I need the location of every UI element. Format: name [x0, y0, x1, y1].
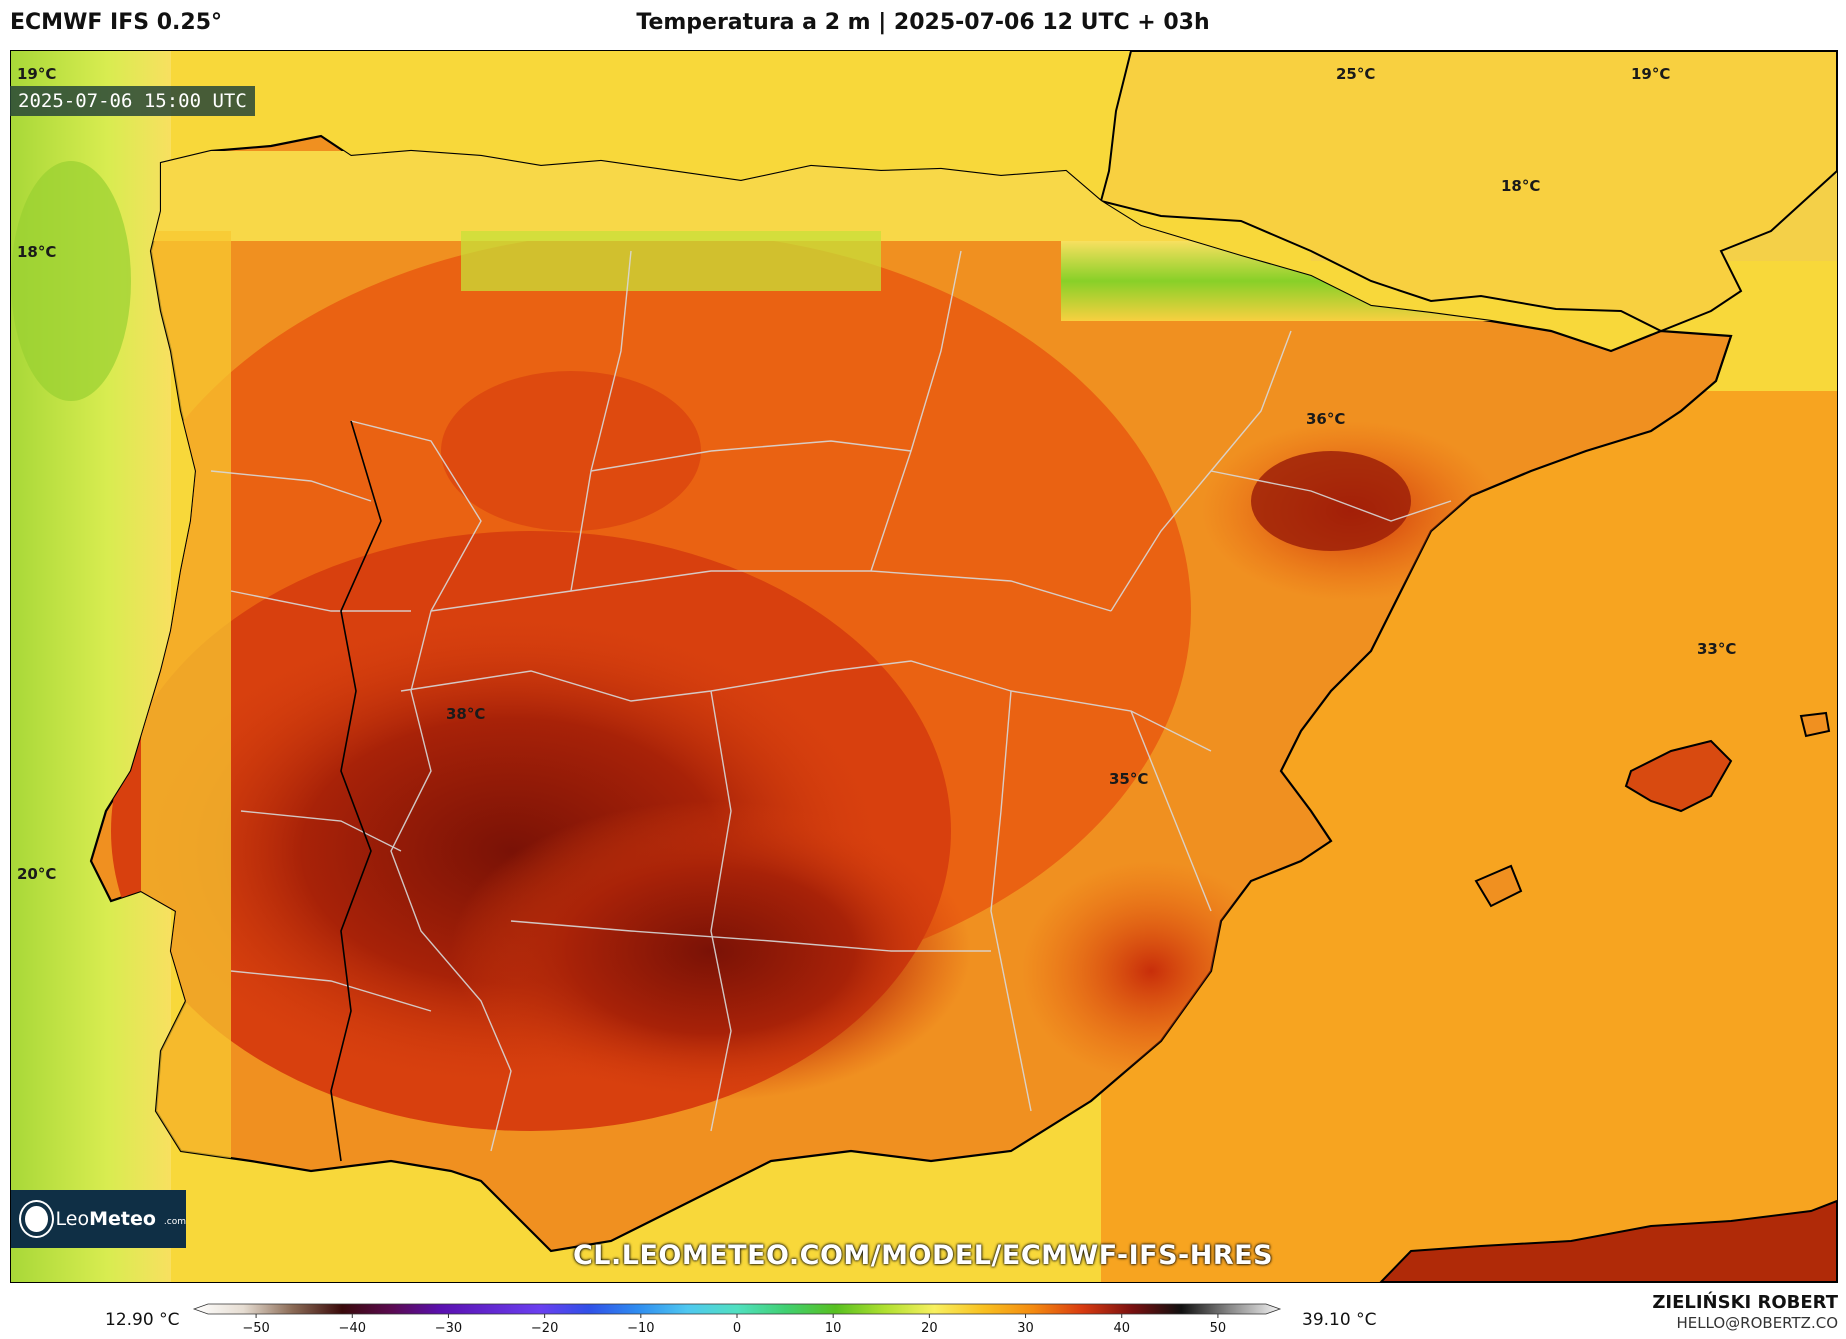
author-email[interactable]: HELLO@ROBERTZ.CO — [1676, 1314, 1838, 1332]
temp-label-35-murcia: 35°C — [1109, 770, 1148, 788]
legend-min-value: 12.90 °C — [105, 1310, 180, 1330]
colorbar-tick-label: 10 — [825, 1321, 842, 1336]
temp-label-33-mallorca: 33°C — [1697, 640, 1736, 658]
map-canvas: 19°C 25°C 19°C 18°C 18°C 36°C 33°C 38°C … — [11, 51, 1837, 1282]
colorbar-tick-label: 40 — [1113, 1321, 1130, 1336]
colorbar-tick-label: −10 — [627, 1321, 654, 1336]
source-url[interactable]: CL.LEOMETEO.COM/MODEL/ECMWF-IFS-HRES — [572, 1240, 1274, 1271]
logo-wordmark: LeoMeteo — [55, 1208, 156, 1230]
model-name: ECMWF IFS 0.25° — [10, 10, 223, 35]
leometeo-logo[interactable]: LeoMeteo .com — [11, 1190, 186, 1248]
temp-label-19-ne: 19°C — [1631, 65, 1670, 83]
france-land — [1099, 51, 1837, 333]
temp-label-20-sw: 20°C — [17, 865, 56, 883]
logo-domain: .com — [163, 1217, 186, 1227]
valid-time-badge: 2025-07-06 15:00 UTC — [10, 86, 255, 116]
cool-zone-w — [11, 161, 131, 401]
colorbar-gradient — [192, 1303, 1282, 1315]
colorbar-tick-label: 20 — [921, 1321, 938, 1336]
colorbar-tick-label: 50 — [1210, 1321, 1227, 1336]
temp-label-38-extremadura: 38°C — [446, 705, 485, 723]
ibiza-island — [1474, 864, 1523, 908]
legend-max-value: 39.10 °C — [1302, 1310, 1377, 1330]
colorbar: −50 −40 −30 −20 −10 0 10 20 30 40 50 — [192, 1303, 1282, 1336]
country-borders — [330, 420, 382, 1162]
colorbar-tick-label: −20 — [531, 1321, 558, 1336]
mallorca-island — [1624, 739, 1733, 813]
temperature-map[interactable]: 19°C 25°C 19°C 18°C 18°C 36°C 33°C 38°C … — [10, 50, 1838, 1283]
temp-label-18-w: 18°C — [17, 243, 56, 261]
sun-icon — [25, 1206, 48, 1232]
heat-core-duero — [441, 371, 701, 531]
cantabrian-cool — [461, 231, 881, 291]
region-borders — [210, 250, 1452, 1152]
heat-extreme-guadalquivir — [451, 801, 971, 1101]
colorbar-tick-label: −30 — [435, 1321, 462, 1336]
temp-label-36-ebro: 36°C — [1306, 410, 1345, 428]
north-africa-land — [1379, 1199, 1837, 1282]
map-title: Temperatura a 2 m | 2025-07-06 12 UTC + … — [636, 10, 1210, 35]
temp-label-25-n: 25°C — [1336, 65, 1375, 83]
heat-extreme-ebro — [1251, 451, 1411, 551]
colorbar-tick-label: 30 — [1017, 1321, 1034, 1336]
colorbar-tick-label: −50 — [242, 1321, 269, 1336]
colorbar-tick-label: −40 — [339, 1321, 366, 1336]
colorbar-tick-label: 0 — [733, 1321, 741, 1336]
temp-label-18-pyrenees: 18°C — [1501, 177, 1540, 195]
author-name: ZIELIŃSKI ROBERT — [1652, 1292, 1838, 1313]
menorca-island — [1799, 711, 1831, 738]
temp-label-19-nw: 19°C — [17, 65, 56, 83]
